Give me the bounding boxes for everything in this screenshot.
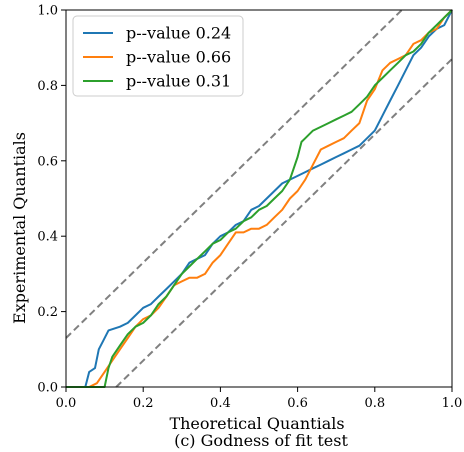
figure-caption: (c) Godness of fit test [174, 431, 348, 450]
x-tick-label: 0.6 [287, 396, 308, 411]
series-line-2 [66, 9, 453, 388]
plot-frame [65, 9, 453, 388]
x-tick-label: 0.4 [210, 396, 231, 411]
series-line-3 [66, 9, 453, 388]
legend-label-2: p--value 0.66 [126, 48, 231, 67]
legend-box [72, 15, 244, 97]
legend: p--value 0.24 p--value 0.66 p--value 0.31 [72, 15, 244, 97]
x-axis-ticks: 0.0 0.2 0.4 0.6 0.8 1.0 [56, 387, 463, 411]
x-tick-label: 0.8 [364, 396, 385, 411]
legend-label-1: p--value 0.24 [126, 24, 231, 43]
x-tick-label: 0.2 [133, 396, 154, 411]
y-axis-ticks: 0.0 0.2 0.4 0.6 0.8 1.0 [37, 4, 66, 396]
y-tick-label: 1.0 [37, 4, 58, 19]
x-tick-label: 1.0 [442, 396, 463, 411]
y-axis-label: Experimental Quantials [10, 132, 29, 324]
y-tick-label: 0.2 [37, 305, 58, 320]
x-axis-label: Theoretical Quantials [169, 414, 344, 433]
y-tick-label: 0.0 [37, 381, 58, 396]
y-tick-label: 0.8 [37, 79, 58, 94]
y-tick-label: 0.4 [37, 230, 58, 245]
series-line-1 [66, 9, 453, 388]
confidence-band-line-1 [65, 9, 403, 339]
legend-label-3: p--value 0.31 [126, 72, 231, 91]
series-lines [66, 9, 453, 388]
y-tick-label: 0.6 [37, 154, 58, 169]
x-tick-label: 0.0 [56, 396, 77, 411]
confidence-bands [65, 9, 453, 388]
confidence-band-line-2 [115, 58, 453, 388]
